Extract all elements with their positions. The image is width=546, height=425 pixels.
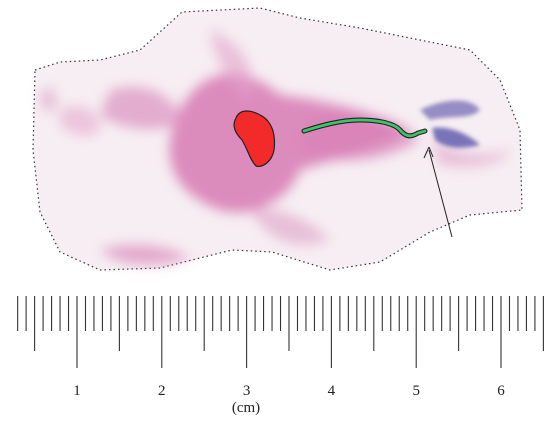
- ruler-label: 1: [73, 383, 81, 399]
- ruler: 1 2 3 4 5 6: [17, 296, 544, 399]
- tissue-section: [32, 7, 523, 271]
- ruler-label: 5: [412, 383, 420, 399]
- lesion-region: [233, 110, 276, 167]
- ruler-label: 2: [158, 383, 166, 399]
- duct-trace: [302, 118, 427, 138]
- ruler-label: 3: [243, 383, 251, 399]
- arrow-head: [423, 146, 434, 159]
- ruler-label: 4: [328, 383, 336, 399]
- unit-label: (cm): [232, 400, 260, 416]
- ruler-label: 6: [497, 383, 505, 399]
- arrow-line: [428, 149, 453, 238]
